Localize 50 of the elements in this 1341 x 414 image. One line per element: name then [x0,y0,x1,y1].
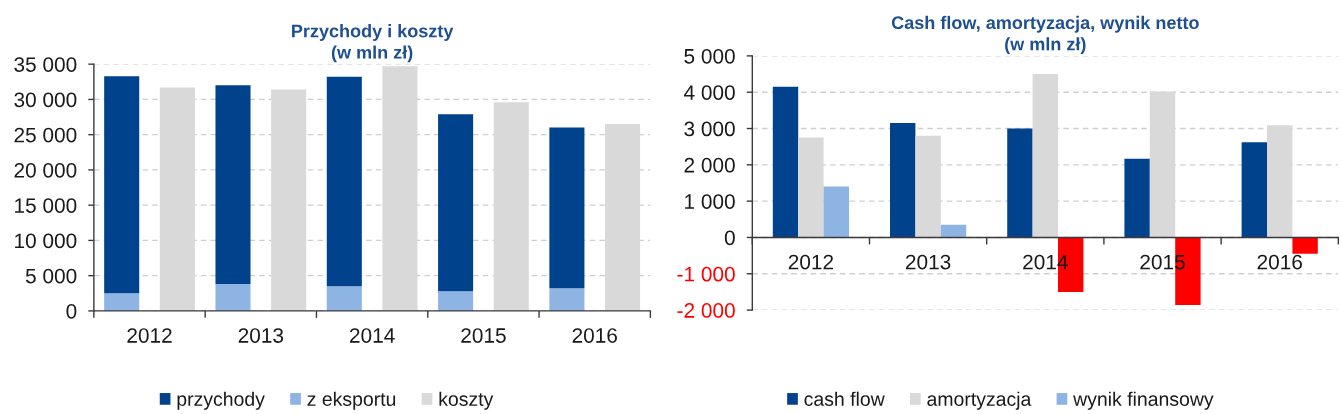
y-tick-label: 2 000 [684,157,735,173]
y-tick-label: 25 000 [14,127,77,143]
bar [215,85,251,285]
bar [104,293,140,311]
y-tick-label: 35 000 [14,57,77,72]
y-tick-label: 3 000 [684,121,735,137]
y-tick-label: 10 000 [15,233,77,249]
bar [549,288,585,311]
bar [438,114,474,292]
y-tick-label: 4 000 [683,85,735,100]
bar [772,86,799,238]
x-tick-label: 2016 [1257,254,1302,270]
bar [549,127,585,289]
y-tick-label: 20 000 [14,162,77,178]
y-tick-label: 1 000 [685,194,735,209]
bar [1007,128,1033,238]
legend-label: cash flow [804,391,885,406]
x-tick-label: 2013 [905,254,951,270]
y-tick-label: 15 000 [15,198,77,213]
bar [890,123,916,238]
bar [1124,158,1150,238]
bar [940,224,967,238]
legend-label: koszty [439,391,494,410]
chart-title: Przychody i koszty (w mln zł) [292,24,454,63]
x-tick-label: 2012 [127,328,172,343]
bar [438,291,474,311]
y-tick-label: -1 000 [677,266,735,282]
legend-label: przychody [177,391,265,410]
bar [326,76,362,287]
y-tick-label: 0 [724,230,735,246]
bar [823,186,849,238]
x-tick-label: 2015 [461,328,506,343]
bar [326,286,362,311]
y-tick-label: 5 000 [25,268,77,284]
y-tick-label: 5 000 [684,48,735,64]
bar [104,76,140,294]
legend-label: amortyzacja [927,391,1032,410]
legend-label: wynik finansowy [1073,391,1214,410]
chart-title: Cash flow, amortyzacja, wynik netto (w mln zł) [891,15,1199,55]
y-tick-label: -2 000 [677,303,735,318]
y-tick-label: 30 000 [14,92,77,108]
y-tick-label: 0 [66,303,77,319]
x-tick-label: 2012 [788,254,834,270]
x-tick-label: 2014 [350,328,395,343]
bar [1241,142,1268,238]
bar [1292,237,1318,254]
x-tick-label: 2016 [572,328,617,343]
x-tick-label: 2013 [238,328,284,343]
legend-label: z eksportu [307,391,396,410]
bar [215,284,251,311]
